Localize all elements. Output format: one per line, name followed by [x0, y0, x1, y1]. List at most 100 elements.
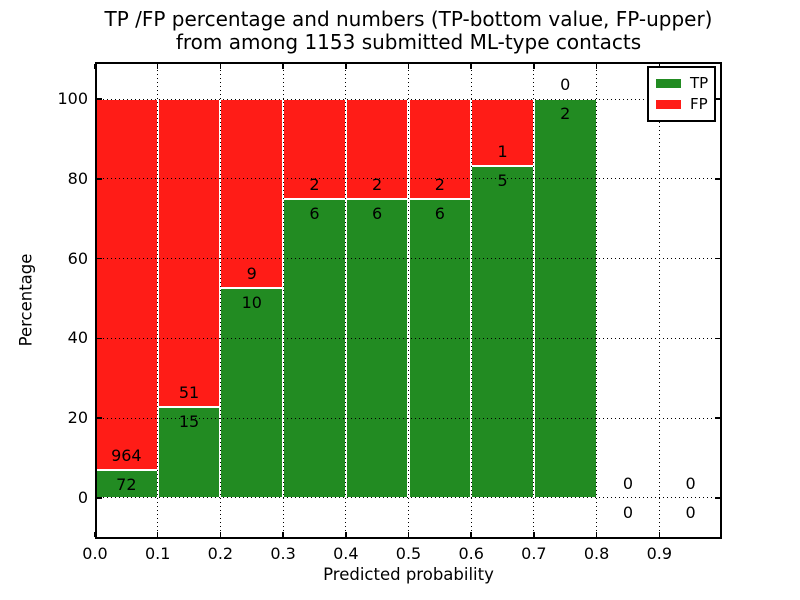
- tp-count-annotation: 72: [116, 475, 137, 495]
- x-tick-label: 0.1: [144, 544, 171, 563]
- fp-count-annotation: 1: [497, 141, 508, 161]
- tp-bar-segment: [95, 470, 158, 498]
- tp-bar-segment: [283, 198, 346, 498]
- x-tick-mark: [470, 532, 472, 537]
- x-tick-mark-top: [94, 64, 96, 69]
- tp-bar-segment: [408, 198, 472, 498]
- x-tick-mark-top: [345, 64, 347, 69]
- horizontal-gridline: [95, 417, 722, 419]
- vertical-gridline: [408, 62, 409, 539]
- legend-item-fp: FP: [656, 94, 710, 115]
- x-tick-label: 0.3: [270, 544, 296, 563]
- tp-legend-swatch: [656, 79, 681, 88]
- x-tick-mark: [219, 532, 222, 537]
- tp-count-annotation: 6: [309, 203, 320, 223]
- horizontal-gridline: [95, 337, 722, 339]
- chart-title-line2: from among 1153 submitted ML-type contac…: [175, 30, 642, 54]
- tp-count-annotation: 6: [434, 203, 445, 223]
- y-tick-mark: [97, 257, 102, 260]
- x-tick-mark-top: [595, 64, 598, 69]
- fp-count-annotation: 9: [246, 264, 257, 283]
- tp-legend-label: TP: [690, 74, 709, 92]
- x-tick-mark-top: [470, 64, 472, 69]
- legend: TP FP: [647, 66, 716, 122]
- y-tick-mark: [97, 417, 102, 419]
- y-tick-mark: [97, 98, 102, 100]
- x-tick-mark-top: [407, 64, 410, 69]
- fp-count-annotation: 0: [560, 75, 571, 95]
- x-tick-label: 0.9: [646, 544, 673, 563]
- y-tick-label: 80: [67, 168, 88, 188]
- fp-bar-segment: [95, 99, 158, 471]
- x-tick-mark: [282, 532, 284, 537]
- vertical-gridline: [282, 62, 284, 539]
- horizontal-gridline: [95, 497, 722, 499]
- x-axis-label: Predicted probability: [323, 565, 494, 584]
- fp-count-annotation: 964: [111, 446, 142, 466]
- x-tick-mark-top: [219, 64, 222, 69]
- fp-count-annotation: 51: [178, 383, 200, 403]
- x-tick-label: 0.0: [82, 544, 108, 563]
- y-tick-label: 100: [57, 89, 88, 109]
- x-tick-mark-top: [533, 64, 535, 69]
- horizontal-gridline: [95, 178, 722, 180]
- x-tick-label: 0.6: [458, 544, 484, 563]
- tp-count-annotation: 15: [178, 412, 200, 432]
- y-tick-mark-right: [715, 497, 720, 499]
- tp-count-annotation: 6: [372, 203, 383, 223]
- x-tick-label: 0.5: [395, 544, 422, 563]
- fp-count-annotation: 2: [434, 174, 445, 194]
- y-tick-mark: [97, 337, 102, 340]
- tp-bar-segment: [471, 165, 534, 498]
- chart-title: TP /FP percentage and numbers (TP-bottom…: [95, 8, 722, 54]
- tp-count-annotation: 2: [560, 104, 571, 124]
- y-tick-mark-right: [715, 417, 720, 419]
- y-tick-label: 40: [67, 328, 88, 348]
- vertical-gridline: [345, 62, 347, 539]
- vertical-gridline: [219, 62, 221, 539]
- x-tick-mark: [595, 532, 598, 537]
- x-tick-mark-top: [282, 64, 284, 69]
- tp-bar-segment: [345, 198, 409, 498]
- fp-bar-segment: [471, 99, 534, 166]
- fp-legend-label: FP: [690, 95, 708, 113]
- horizontal-gridline: [95, 98, 722, 100]
- y-tick-mark-right: [715, 337, 720, 340]
- x-tick-label: 0.7: [521, 544, 547, 563]
- y-tick-label: 20: [67, 408, 88, 428]
- x-tick-mark: [345, 532, 347, 537]
- tp-bar-segment: [533, 99, 597, 498]
- chart-title-line1: TP /FP percentage and numbers (TP-bottom…: [104, 7, 713, 31]
- fp-count-annotation: 2: [372, 174, 383, 194]
- tp-bar-segment: [220, 288, 284, 498]
- y-tick-mark-right: [715, 178, 720, 180]
- x-tick-mark: [156, 532, 159, 537]
- vertical-gridline: [157, 62, 159, 539]
- fp-bar-segment: [345, 99, 409, 199]
- vertical-gridline: [596, 62, 598, 539]
- y-axis-label: Percentage: [16, 253, 36, 347]
- tp-count-annotation: 0: [622, 502, 634, 522]
- x-tick-mark-top: [156, 64, 159, 69]
- vertical-gridline: [658, 62, 660, 539]
- y-tick-label: 0: [77, 487, 88, 507]
- y-tick-mark: [97, 178, 102, 180]
- vertical-gridline: [533, 62, 535, 539]
- x-tick-label: 0.2: [207, 544, 234, 563]
- tp-count-annotation: 0: [685, 502, 696, 522]
- x-tick-mark: [533, 532, 535, 537]
- horizontal-gridline: [95, 258, 722, 260]
- x-tick-label: 0.8: [583, 544, 610, 563]
- y-tick-label: 60: [67, 248, 88, 268]
- x-tick-mark: [658, 532, 661, 537]
- fp-bar-segment: [157, 99, 221, 408]
- legend-item-tp: TP: [656, 73, 710, 94]
- fp-bar-segment: [408, 99, 472, 199]
- fp-legend-swatch: [656, 100, 681, 109]
- fp-count-annotation: 2: [309, 174, 320, 194]
- tp-count-annotation: 10: [241, 293, 262, 312]
- fp-count-annotation: 0: [685, 473, 696, 493]
- x-tick-mark: [94, 532, 96, 537]
- vertical-gridline: [470, 62, 472, 539]
